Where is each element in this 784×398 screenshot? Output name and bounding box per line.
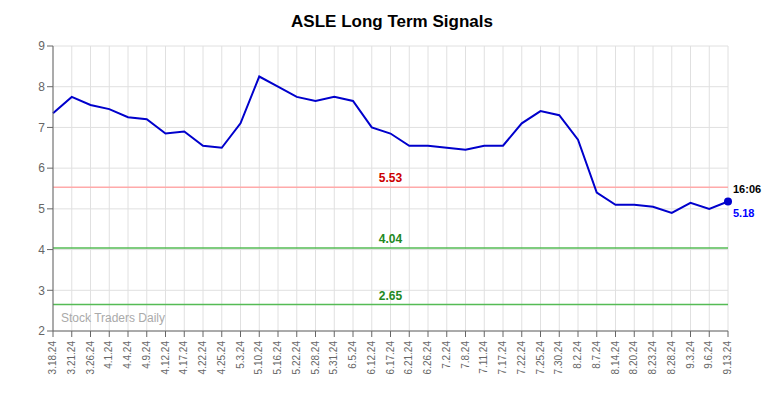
svg-text:16:06: 16:06 [733,183,761,195]
svg-text:6.12.24: 6.12.24 [366,341,377,375]
svg-text:7.22.24: 7.22.24 [516,341,527,375]
svg-text:4.04: 4.04 [379,232,403,246]
svg-text:5.53: 5.53 [379,171,403,185]
svg-text:4: 4 [38,243,45,257]
svg-text:8.2.24: 8.2.24 [572,341,583,369]
html-text:Stock Traders Daily: Stock Traders Daily [61,311,165,325]
html-text:ASLE Long Term Signals: ASLE Long Term Signals [291,12,493,31]
svg-text:9: 9 [38,39,45,53]
svg-text:5.18: 5.18 [733,207,754,219]
svg-text:9.6.24: 9.6.24 [703,341,714,369]
svg-text:5: 5 [38,202,45,216]
svg-text:6.21.24: 6.21.24 [403,341,414,375]
svg-text:8.20.24: 8.20.24 [628,341,639,375]
svg-text:5.31.24: 5.31.24 [328,341,339,375]
svg-text:8.7.24: 8.7.24 [591,341,602,369]
svg-text:5.3.24: 5.3.24 [235,341,246,369]
svg-text:4.4.24: 4.4.24 [122,341,133,369]
svg-text:3: 3 [38,284,45,298]
svg-text:5.22.24: 5.22.24 [291,341,302,375]
svg-text:4.25.24: 4.25.24 [216,341,227,375]
svg-text:4.12.24: 4.12.24 [160,341,171,375]
svg-text:5.16.24: 5.16.24 [272,341,283,375]
svg-text:4.1.24: 4.1.24 [103,341,114,369]
svg-text:7.30.24: 7.30.24 [553,341,564,375]
svg-text:6.26.24: 6.26.24 [422,341,433,375]
svg-text:8: 8 [38,80,45,94]
svg-text:5.10.24: 5.10.24 [253,341,264,375]
svg-text:5.28.24: 5.28.24 [310,341,321,375]
svg-text:6.17.24: 6.17.24 [385,341,396,375]
svg-text:2: 2 [38,324,45,338]
svg-text:7.2.24: 7.2.24 [441,341,452,369]
svg-text:8.14.24: 8.14.24 [610,341,621,375]
svg-text:9.13.24: 9.13.24 [722,341,733,375]
svg-text:6.5.24: 6.5.24 [347,341,358,369]
svg-text:4.9.24: 4.9.24 [141,341,152,369]
svg-text:3.21.24: 3.21.24 [66,341,77,375]
svg-text:7: 7 [38,121,45,135]
svg-text:3.18.24: 3.18.24 [47,341,58,375]
svg-text:4.22.24: 4.22.24 [197,341,208,375]
svg-text:7.17.24: 7.17.24 [497,341,508,375]
svg-text:2.65: 2.65 [379,289,403,303]
svg-text:4.17.24: 4.17.24 [178,341,189,375]
svg-text:7.11.24: 7.11.24 [478,341,489,374]
svg-text:7.8.24: 7.8.24 [460,341,471,369]
svg-text:3.26.24: 3.26.24 [85,341,96,375]
svg-text:7.25.24: 7.25.24 [535,341,546,375]
svg-text:8.28.24: 8.28.24 [666,341,677,375]
svg-text:8.23.24: 8.23.24 [647,341,658,375]
svg-text:6: 6 [38,161,45,175]
svg-text:9.3.24: 9.3.24 [685,341,696,369]
